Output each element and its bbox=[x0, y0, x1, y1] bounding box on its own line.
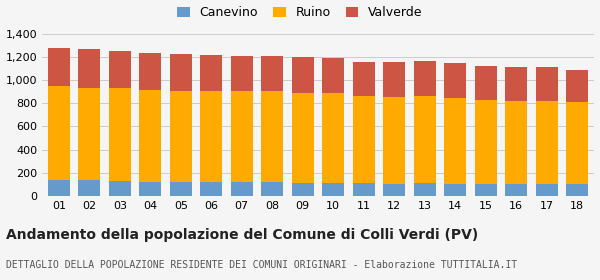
Bar bbox=[139, 90, 161, 182]
Bar bbox=[139, 53, 161, 90]
Bar bbox=[261, 91, 283, 182]
Bar bbox=[322, 183, 344, 196]
Bar bbox=[231, 56, 253, 91]
Bar bbox=[566, 102, 588, 185]
Bar bbox=[261, 182, 283, 196]
Text: DETTAGLIO DELLA POPOLAZIONE RESIDENTE DEI COMUNI ORIGINARI - Elaborazione TUTTIT: DETTAGLIO DELLA POPOLAZIONE RESIDENTE DE… bbox=[6, 260, 517, 270]
Bar bbox=[292, 57, 314, 93]
Bar bbox=[475, 66, 497, 100]
Bar bbox=[444, 98, 466, 184]
Bar bbox=[414, 97, 436, 183]
Bar bbox=[200, 182, 222, 196]
Bar bbox=[48, 48, 70, 86]
Bar bbox=[78, 88, 100, 180]
Bar bbox=[170, 91, 192, 182]
Bar bbox=[200, 91, 222, 182]
Bar bbox=[383, 184, 405, 196]
Bar bbox=[170, 182, 192, 196]
Bar bbox=[78, 50, 100, 88]
Bar bbox=[139, 182, 161, 196]
Bar bbox=[383, 62, 405, 97]
Bar bbox=[109, 51, 131, 88]
Bar bbox=[566, 69, 588, 102]
Bar bbox=[353, 97, 375, 183]
Bar bbox=[200, 55, 222, 91]
Bar bbox=[48, 86, 70, 180]
Bar bbox=[536, 101, 558, 185]
Legend: Canevino, Ruino, Valverde: Canevino, Ruino, Valverde bbox=[177, 6, 423, 19]
Bar bbox=[78, 180, 100, 196]
Bar bbox=[292, 93, 314, 183]
Bar bbox=[444, 184, 466, 196]
Text: Andamento della popolazione del Comune di Colli Verdi (PV): Andamento della popolazione del Comune d… bbox=[6, 228, 478, 242]
Bar bbox=[353, 183, 375, 196]
Bar bbox=[322, 93, 344, 183]
Bar bbox=[48, 180, 70, 196]
Bar bbox=[444, 63, 466, 98]
Bar bbox=[505, 184, 527, 196]
Bar bbox=[109, 88, 131, 181]
Bar bbox=[109, 181, 131, 196]
Bar bbox=[231, 182, 253, 196]
Bar bbox=[353, 62, 375, 97]
Bar bbox=[261, 57, 283, 91]
Bar bbox=[414, 60, 436, 97]
Bar bbox=[322, 58, 344, 93]
Bar bbox=[231, 91, 253, 182]
Bar bbox=[536, 67, 558, 101]
Bar bbox=[505, 101, 527, 184]
Bar bbox=[475, 100, 497, 184]
Bar bbox=[505, 67, 527, 101]
Bar bbox=[536, 185, 558, 196]
Bar bbox=[292, 183, 314, 196]
Bar bbox=[414, 183, 436, 196]
Bar bbox=[383, 97, 405, 184]
Bar bbox=[170, 54, 192, 91]
Bar bbox=[566, 185, 588, 196]
Bar bbox=[475, 184, 497, 196]
